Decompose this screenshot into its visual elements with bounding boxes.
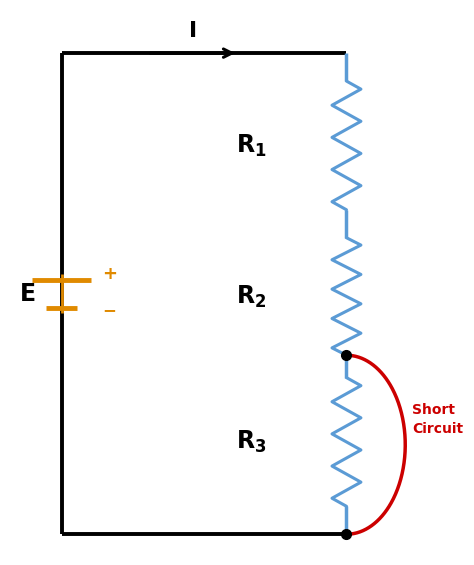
Text: Short
Circuit: Short Circuit: [412, 403, 463, 436]
Text: $\mathbf{E}$: $\mathbf{E}$: [19, 282, 36, 306]
Text: $\mathbf{R_3}$: $\mathbf{R_3}$: [236, 429, 267, 455]
Text: I: I: [189, 21, 197, 41]
Text: −: −: [102, 302, 116, 319]
Text: $\mathbf{R_1}$: $\mathbf{R_1}$: [236, 132, 267, 159]
Text: +: +: [102, 265, 117, 283]
Text: $\mathbf{R_2}$: $\mathbf{R_2}$: [236, 284, 267, 310]
